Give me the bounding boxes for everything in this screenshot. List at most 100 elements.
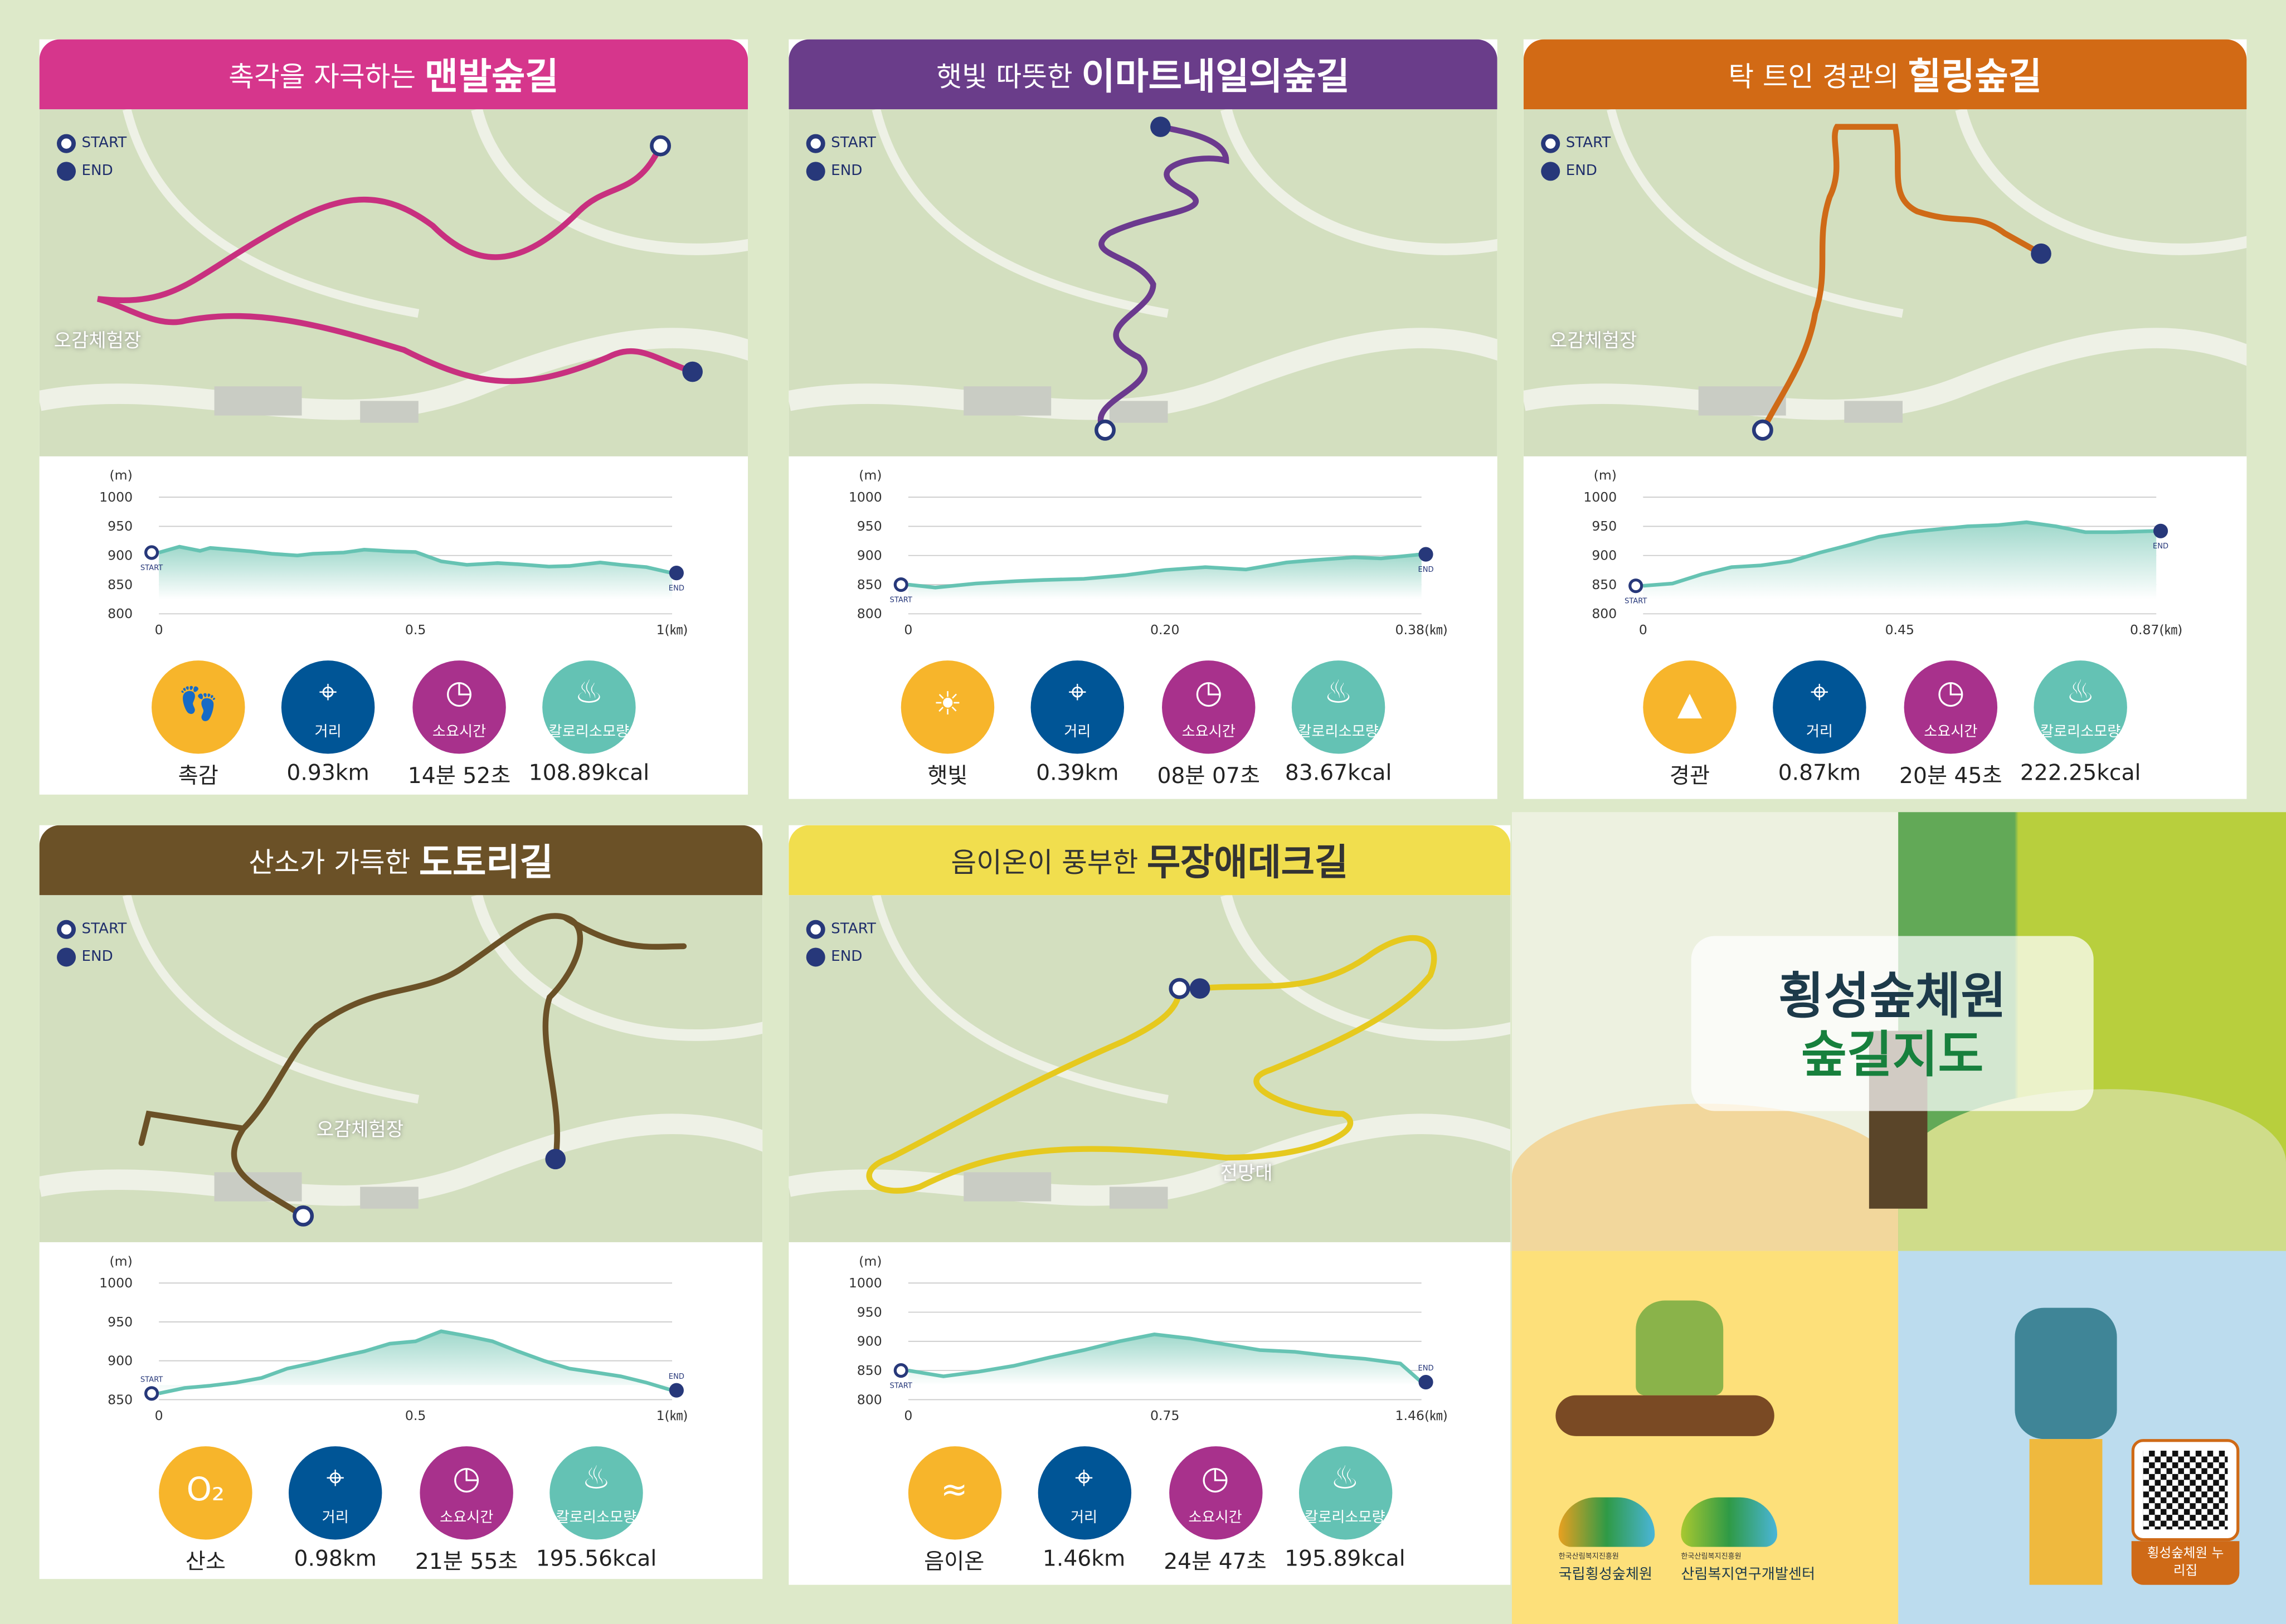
map-pin-icon: ⌖ 거리	[1030, 660, 1125, 754]
kettlebell-icon: ♨ 칼로리소모량	[1291, 660, 1385, 754]
title-regular: 촉각을 자극하는	[228, 60, 416, 93]
building-cluster	[1698, 386, 1903, 423]
elevation-line	[158, 1329, 673, 1396]
x-tick-label: 0	[155, 1408, 163, 1423]
legend-end: END	[806, 158, 876, 186]
logo-icon	[1558, 1497, 1655, 1547]
end-dot-icon	[57, 162, 76, 181]
stat-theme: ☀ 햇빛	[882, 660, 1013, 790]
kettlebell-icon: ♨ 칼로리소모량	[542, 660, 636, 754]
end-dot-icon	[806, 947, 825, 967]
stat-icon-label: 칼로리소모량	[1298, 725, 1379, 741]
map-legend: START END	[57, 130, 127, 185]
map-place-label: 오감체험장	[53, 330, 142, 353]
x-tick-label: 0.20	[1150, 622, 1179, 638]
y-unit-label: (m)	[109, 468, 132, 483]
panel-header: 탁 트인 경관의 힐링숲길	[1523, 39, 2247, 110]
y-tick-label: 1000	[99, 489, 133, 505]
chart-start-marker	[893, 1363, 908, 1378]
stat-value: 108.89kcal	[528, 759, 650, 786]
course-stats: ☀ 햇빛 ⌖ 거리 0.39km ◷ 소요시간 08분 07초 ♨ 칼로리소모량 83.67kcal	[789, 660, 1497, 799]
start-dot-icon	[806, 134, 825, 153]
trail-map[interactable]: START END	[789, 109, 1497, 456]
stat-value: 20분 45초	[1899, 762, 2002, 789]
stopwatch-icon: ◷ 소요시간	[412, 660, 506, 754]
route-line	[1759, 124, 2044, 433]
stat-calories: ♨ 칼로리소모량 108.89kcal	[523, 660, 654, 786]
building-cluster	[214, 1172, 419, 1209]
stat-icon-label: 칼로리소모량	[1305, 1510, 1385, 1527]
x-tick-label: 0.45	[1885, 622, 1914, 638]
icon-glyph: ♨	[1324, 675, 1353, 712]
legend-end-label: END	[831, 163, 863, 179]
start-dot-icon	[57, 134, 76, 153]
icon-glyph: ⌖	[326, 1461, 344, 1497]
stat-value: 0.93km	[286, 759, 369, 786]
elevation-chart: (m) 1000 950 900 850 800 START END 0 0.75 1.46(㎞)	[849, 1253, 1448, 1423]
trail-map[interactable]: START END 전망대	[789, 895, 1511, 1242]
chart-end-marker	[1418, 1374, 1433, 1390]
y-tick-label: 1000	[1583, 489, 1617, 505]
legend-end: END	[57, 944, 127, 971]
road	[1220, 895, 1511, 1041]
panel-header: 음이온이 풍부한 무장애데크길	[789, 825, 1511, 896]
qr-code[interactable]	[2131, 1439, 2240, 1542]
org-name-2: 산림복지연구개발센터	[1681, 1567, 1816, 1584]
y-tick-label: 850	[108, 577, 133, 592]
chart-end-label: END	[1418, 1364, 1433, 1373]
icon-glyph: ☀	[933, 687, 962, 723]
elevation-area	[159, 547, 673, 600]
stat-calories: ♨ 칼로리소모량 83.67kcal	[1273, 660, 1404, 786]
stat-icon-label: 소요시간	[1188, 1510, 1242, 1527]
chart-start-marker	[144, 1386, 159, 1401]
y-tick-label: 800	[1592, 606, 1617, 621]
start-marker	[1095, 419, 1116, 441]
legend-end-label: END	[81, 949, 113, 965]
stat-distance: ⌖ 거리 0.39km	[1012, 660, 1143, 786]
stat-icon-label: 칼로리소모량	[2040, 725, 2121, 741]
legend-start: START	[806, 916, 876, 944]
sun-icon: ☀	[901, 660, 995, 754]
route-svg	[1523, 109, 2247, 441]
cover-title: 횡성숲체원	[1778, 968, 2007, 1027]
qr-label[interactable]: 횡성숲체원 누리집	[2131, 1541, 2240, 1585]
title-regular: 음이온이 풍부한	[951, 846, 1139, 879]
title-box: 횡성숲체원 숲길지도	[1691, 936, 2094, 1111]
legend-end-label: END	[1565, 163, 1597, 179]
icon-glyph: ◷	[445, 675, 474, 712]
y-tick-label: 900	[857, 548, 882, 563]
x-tick-label: 0.87(㎞)	[2130, 622, 2182, 638]
legend-start: START	[1541, 130, 1611, 158]
y-tick-label: 850	[1592, 577, 1617, 592]
stat-calories: ♨ 칼로리소모량 222.25kcal	[2015, 660, 2146, 786]
x-tick-label: 0	[1639, 622, 1647, 638]
stat-theme: ≈ 음이온	[889, 1446, 1020, 1576]
trail-map[interactable]: START END 오감체험장	[39, 109, 748, 456]
end-dot-icon	[1541, 162, 1560, 181]
course-panel: 햇빛 따뜻한 이마트내일의숲길 START END (m) 1000 950 900 850 80…	[789, 39, 1497, 799]
course-stats: O₂ 산소 ⌖ 거리 0.98km ◷ 소요시간 21분 55초 ♨ 칼로리소모량 195.56kc…	[40, 1446, 763, 1579]
start-dot-icon	[1541, 134, 1560, 153]
panel-header: 햇빛 따뜻한 이마트내일의숲길	[789, 39, 1497, 110]
trail-map[interactable]: START END 오감체험장	[1523, 109, 2247, 456]
stat-time: ◷ 소요시간 21분 55초	[401, 1446, 532, 1576]
cover-subtitle: 숲길지도	[1801, 1026, 1984, 1085]
y-unit-label: (m)	[109, 1253, 132, 1269]
stat-value: 195.89kcal	[1285, 1545, 1405, 1572]
legend-end-label: END	[81, 163, 113, 179]
y-tick-label: 800	[108, 606, 133, 621]
route-line	[97, 143, 695, 385]
x-tick-label: 0	[904, 1408, 912, 1423]
stat-value: 햇빛	[927, 762, 968, 789]
chart-end-marker	[1418, 547, 1433, 562]
icon-glyph: ◷	[1194, 675, 1223, 712]
trail-map[interactable]: START END 오감체험장	[39, 895, 763, 1242]
stat-icon-label: 거리	[1070, 1510, 1098, 1527]
x-tick-label: 1(㎞)	[656, 1408, 688, 1423]
map-pin-icon: ⌖ 거리	[281, 660, 375, 754]
stat-value: 24분 47초	[1164, 1548, 1267, 1575]
route-line	[866, 935, 1437, 1194]
elevation-line	[908, 552, 1422, 590]
y-tick-label: 900	[1592, 548, 1617, 563]
